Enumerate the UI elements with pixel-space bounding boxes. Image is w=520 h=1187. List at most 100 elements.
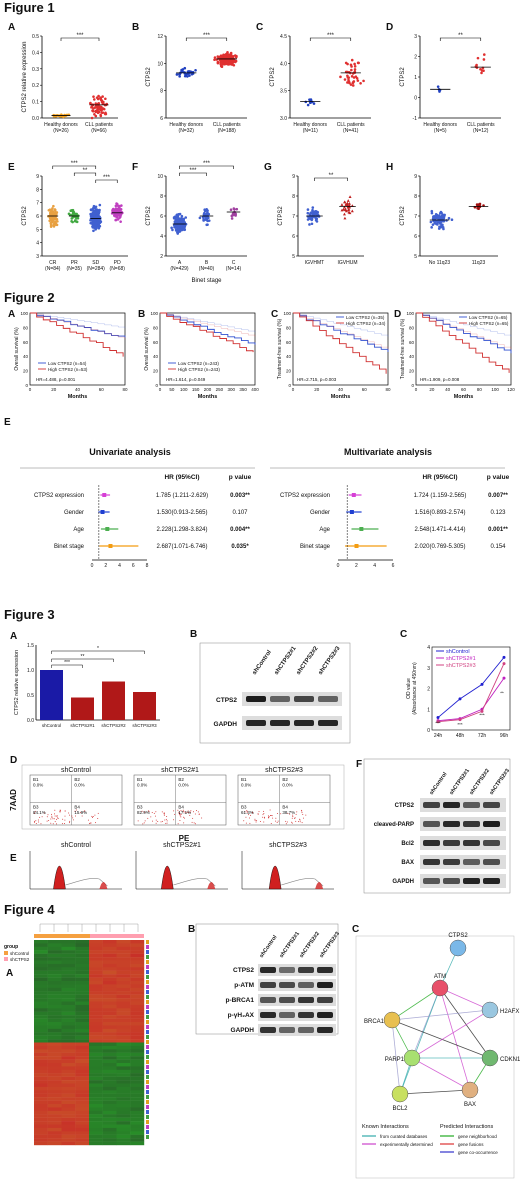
event-dot <box>68 822 70 824</box>
multi-p: 0.007** <box>488 493 508 499</box>
heatmap-cell <box>116 960 131 965</box>
blot-band <box>298 967 314 973</box>
y-tick-label: 20 <box>286 369 292 374</box>
label-line: (N=68) <box>110 266 126 272</box>
blot-band <box>483 840 500 846</box>
y-tick-label: 8 <box>414 194 417 200</box>
heatmap-cell <box>47 1063 62 1067</box>
event-dot <box>268 817 270 819</box>
heatmap-cell <box>61 1063 76 1067</box>
data-point <box>231 212 235 215</box>
annotation-strip <box>146 1065 149 1069</box>
event-dot <box>301 822 303 824</box>
event-dot <box>33 812 35 814</box>
heatmap-cell <box>47 994 62 999</box>
heatmap-cell <box>34 1025 48 1030</box>
data-point <box>71 220 74 224</box>
blot-band <box>423 802 440 808</box>
group-label: C (N=14) <box>226 260 242 272</box>
heatmap-cell <box>89 981 103 985</box>
annotation-strip <box>146 950 149 954</box>
heatmap-cell <box>61 1134 76 1139</box>
event-dot <box>289 813 291 815</box>
y-tick-label: 60 <box>286 340 292 345</box>
blot-band <box>443 802 460 808</box>
heatmap-cell <box>61 1073 76 1077</box>
data-point <box>226 51 229 54</box>
heatmap-cell <box>34 1097 48 1101</box>
data-point <box>309 213 312 217</box>
quadrant-label: B3 82.9% <box>137 805 150 816</box>
y-tick-label: 20 <box>409 369 415 374</box>
label-line: Healthy donors <box>44 122 78 128</box>
x-tick-label: 80 <box>477 387 483 392</box>
data-point <box>344 202 348 206</box>
label-line: CLL patients <box>213 122 241 128</box>
heatmap-cell <box>61 1114 76 1118</box>
heatmap-cell <box>75 953 90 958</box>
data-point <box>349 83 353 86</box>
legend-label: shCTPS2#3 <box>446 663 476 669</box>
network-node <box>481 1049 499 1067</box>
heatmap-cell <box>116 994 131 999</box>
data-point <box>475 63 478 67</box>
heatmap-cell <box>34 1018 48 1023</box>
network-edge <box>411 1057 471 1091</box>
y-tick-label: 4 <box>427 645 430 651</box>
heatmap-cell <box>130 953 145 958</box>
heatmap-cell <box>34 1127 48 1132</box>
legend-label: High CTPS2 (n=34) <box>346 321 386 326</box>
data-point <box>94 110 98 114</box>
x-tick-label: 300 <box>227 387 235 392</box>
blot-row-label: p-ATM <box>234 982 254 989</box>
legend-label: shCTPS2#1 <box>446 656 476 662</box>
blot-band <box>483 859 500 865</box>
data-point <box>67 212 71 216</box>
hr-marker <box>108 544 113 548</box>
heatmap-cell <box>61 974 76 978</box>
data-point <box>227 54 230 57</box>
figure4-title: Figure 4 <box>4 902 55 917</box>
heatmap-cell <box>89 1086 103 1091</box>
label-line: B <box>205 260 209 266</box>
x-tick-label: 72h <box>478 733 487 739</box>
event-dot <box>277 820 279 822</box>
heatmap-cell <box>130 1090 145 1094</box>
panel-letter-D: D <box>394 309 401 320</box>
event-dot <box>196 809 198 811</box>
histogram-title: shCTPS2#1 <box>163 842 201 849</box>
heatmap-cell <box>102 1025 117 1030</box>
data-point <box>353 68 357 71</box>
data-point <box>309 217 312 221</box>
heatmap-cell <box>116 1083 131 1088</box>
event-dot <box>166 822 168 824</box>
event-dot <box>245 822 247 824</box>
heatmap-cell <box>75 950 90 954</box>
event-dot <box>33 820 35 822</box>
quadrant-label: B1 0.0% <box>137 777 147 788</box>
data-point <box>91 109 94 112</box>
heatmap-cell <box>47 940 62 944</box>
legend-label: gene neighborhood <box>458 1134 497 1139</box>
annotation-strip <box>146 990 149 994</box>
event-dot <box>180 810 182 812</box>
heatmap-cell <box>130 1004 145 1009</box>
data-point <box>92 95 95 98</box>
heatmap-cell <box>61 1138 76 1142</box>
data-point <box>479 67 482 71</box>
data-point <box>178 72 181 76</box>
heatmap-cell <box>116 991 131 995</box>
y-tick-label: 80 <box>286 325 292 330</box>
heatmap-cell <box>89 1011 103 1016</box>
heatmap-cell <box>34 1045 48 1050</box>
sig-bracket <box>52 165 97 169</box>
heatmap-cell <box>116 1042 131 1047</box>
heatmap-cell <box>75 1052 90 1057</box>
data-point <box>476 206 479 210</box>
x-axis-label: PE <box>179 834 190 843</box>
event-dot <box>154 815 156 817</box>
heatmap-cell <box>102 957 117 961</box>
heatmap-cell <box>130 1073 145 1077</box>
legend-label: experimentally determined <box>380 1142 433 1147</box>
heatmap-cell <box>61 1049 76 1053</box>
